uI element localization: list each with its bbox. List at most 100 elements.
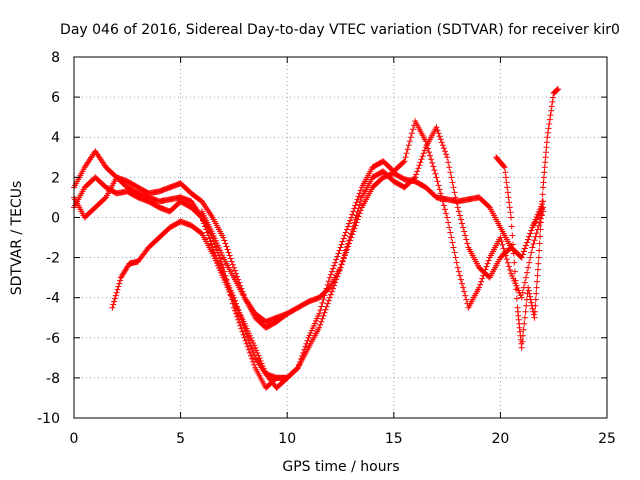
data-point [483, 263, 490, 270]
data-point [423, 141, 430, 148]
data-point [419, 153, 426, 160]
data-point [432, 170, 439, 177]
data-point [251, 351, 258, 358]
data-point [534, 272, 541, 279]
x-tick-label: 0 [70, 431, 79, 447]
data-point [356, 190, 363, 197]
data-point [529, 305, 536, 312]
data-point [230, 264, 237, 271]
data-point [338, 261, 345, 268]
data-point [339, 257, 346, 264]
data-point [340, 235, 347, 242]
data-point [341, 232, 348, 239]
data-point [412, 174, 419, 181]
data-point [231, 267, 238, 274]
data-point [436, 186, 443, 193]
data-point [435, 130, 442, 137]
data-point [401, 158, 408, 165]
data-point [323, 303, 330, 310]
data-point [503, 179, 510, 186]
data-point [456, 212, 463, 219]
data-point [422, 138, 429, 145]
data-point [335, 270, 342, 277]
data-point [325, 278, 332, 285]
y-tick-label: -4 [46, 291, 60, 307]
data-point [238, 325, 245, 332]
data-point [447, 229, 454, 236]
data-point [508, 214, 515, 221]
data-point [463, 236, 470, 243]
data-point [534, 266, 541, 273]
data-point [525, 264, 532, 271]
data-point [229, 261, 236, 268]
data-point [457, 276, 464, 283]
data-point [343, 244, 350, 251]
data-point [450, 244, 457, 251]
data-point [349, 211, 356, 218]
data-point [502, 169, 509, 176]
y-tick-label: -2 [46, 251, 60, 267]
data-point [484, 260, 491, 267]
data-point [321, 292, 328, 299]
data-point [523, 302, 530, 309]
data-point [460, 284, 467, 291]
data-point [546, 120, 553, 127]
data-point [252, 344, 259, 351]
data-point [535, 254, 542, 261]
data-point [321, 309, 328, 316]
data-point [301, 346, 308, 353]
data-point [539, 198, 546, 205]
data-point [414, 168, 421, 175]
data-point [536, 247, 543, 254]
data-point [499, 241, 506, 248]
data-point [504, 259, 511, 266]
data-point [528, 249, 535, 256]
data-point [415, 165, 422, 172]
data-point [541, 169, 548, 176]
data-point [453, 199, 460, 206]
data-point [525, 284, 532, 291]
data-point [536, 240, 543, 247]
data-point [284, 310, 291, 317]
data-point [404, 146, 411, 153]
data-point [407, 134, 414, 141]
y-axis-label: SDTVAR / TECUs [9, 181, 25, 296]
data-point [322, 306, 329, 313]
data-point [431, 167, 438, 174]
data-point [325, 297, 332, 304]
data-point [261, 368, 268, 375]
x-tick-label: 5 [176, 431, 185, 447]
y-tick-label: 2 [51, 170, 60, 186]
data-point [223, 243, 230, 250]
data-point [341, 250, 348, 257]
data-point [224, 246, 231, 253]
data-point [255, 352, 262, 359]
data-point [537, 226, 544, 233]
data-point [533, 230, 540, 237]
data-point [227, 255, 234, 262]
y-tick-label: 6 [51, 90, 60, 106]
data-point [532, 216, 539, 223]
data-point [535, 260, 542, 267]
data-point [438, 139, 445, 146]
data-point [350, 208, 357, 215]
data-point [433, 174, 440, 181]
data-point [434, 127, 441, 134]
data-point [233, 310, 240, 317]
data-point [448, 174, 455, 181]
data-point [450, 184, 457, 191]
data-point [537, 233, 544, 240]
data-point [548, 103, 555, 110]
data-point [497, 234, 504, 241]
data-point [351, 219, 358, 226]
data-point [256, 355, 263, 362]
data-point [531, 237, 538, 244]
data-point [333, 256, 340, 263]
data-point [349, 226, 356, 233]
data-point [425, 149, 432, 156]
data-point [331, 262, 338, 269]
data-point [455, 208, 462, 215]
data-point [116, 280, 123, 287]
data-point [411, 175, 418, 182]
data-point [437, 190, 444, 197]
